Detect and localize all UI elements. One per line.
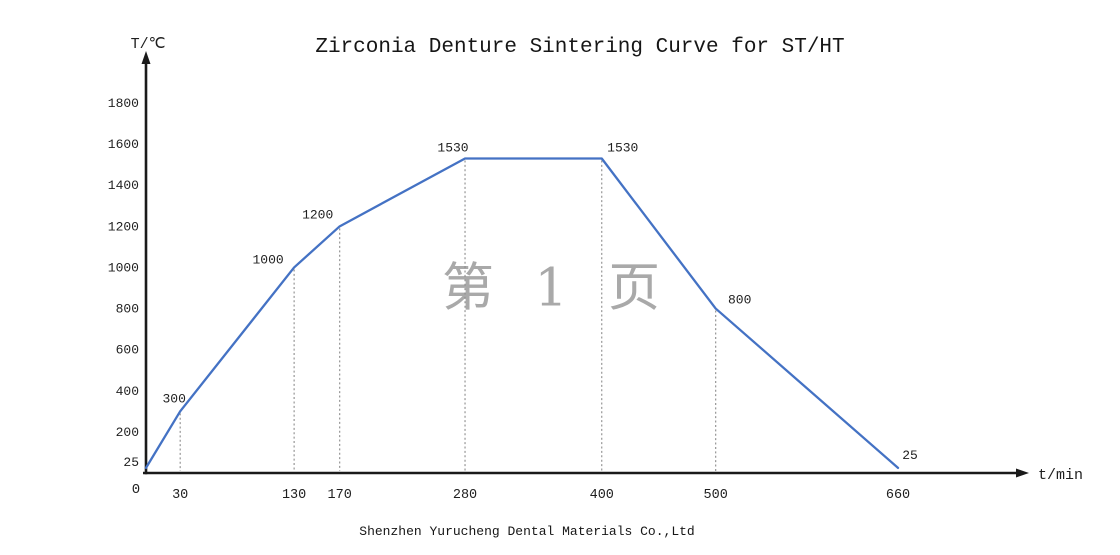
x-axis-title: t/min: [1038, 467, 1083, 484]
y-tick-label: 1000: [108, 260, 139, 275]
page-number-watermark: 第 1 页: [441, 258, 673, 319]
x-tick-label: 170: [328, 488, 352, 503]
x-tick-label: 400: [590, 488, 614, 503]
x-tick-label: 500: [704, 488, 728, 503]
data-point-label: 300: [162, 391, 185, 406]
x-tick-label: 660: [886, 488, 910, 503]
chart-title: Zirconia Denture Sintering Curve for ST/…: [315, 36, 845, 59]
y-tick-label: 1600: [108, 137, 139, 152]
y-axis-title: T/℃: [131, 36, 166, 53]
data-point-label: 1200: [302, 207, 333, 222]
y-tick-label: 200: [116, 425, 139, 440]
x-tick-label: 30: [172, 488, 188, 503]
data-point-label: 25: [902, 448, 918, 463]
y-tick-label: 600: [116, 343, 139, 358]
origin-tick-label: 0: [132, 482, 140, 498]
y-tick-label: 800: [116, 302, 139, 317]
y-tick-label: 400: [116, 384, 139, 399]
y-tick-label: 1400: [108, 178, 139, 193]
x-tick-label: 130: [282, 488, 306, 503]
company-name: Shenzhen Yurucheng Dental Materials Co.,…: [359, 524, 695, 539]
data-point-label: 1530: [437, 141, 468, 156]
x-tick-label: 280: [453, 488, 477, 503]
sintering-curve-line: [144, 157, 900, 470]
x-axis-arrowhead: [1016, 468, 1029, 478]
y-tick-label: 25: [123, 455, 139, 470]
y-axis-arrowhead: [141, 51, 151, 64]
data-point-label: 1000: [253, 252, 284, 267]
y-tick-label: 1800: [108, 96, 139, 111]
data-point-label: 1530: [607, 141, 638, 156]
y-tick-label: 1200: [108, 219, 139, 234]
data-point-label: 800: [728, 293, 751, 308]
